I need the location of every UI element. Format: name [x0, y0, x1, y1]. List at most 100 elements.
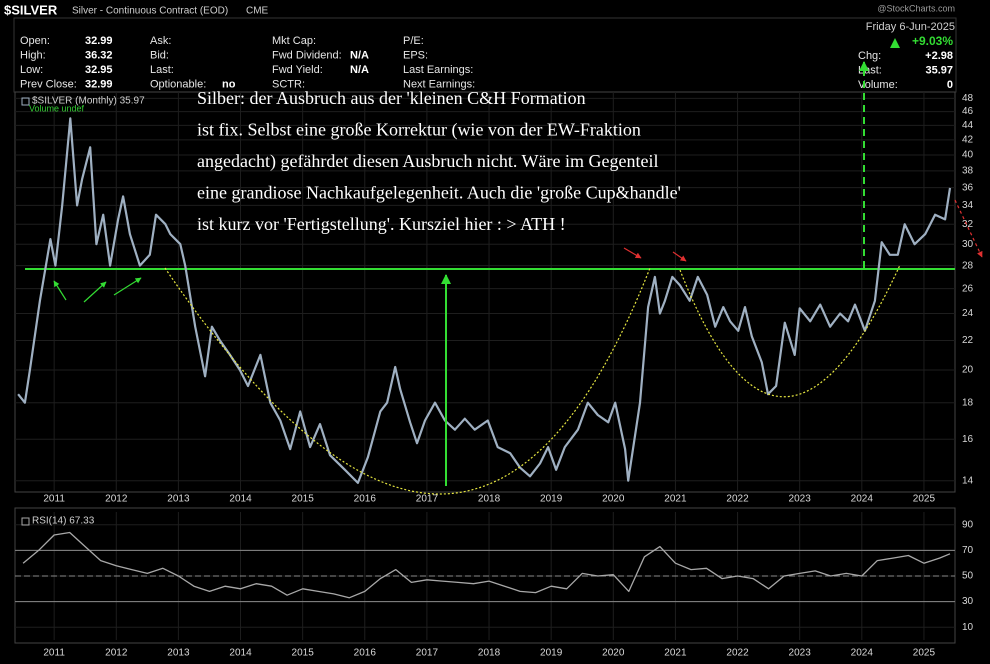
legend-entry: $SILVER (Monthly) 35.97 — [32, 96, 145, 107]
y-tick-label: 46 — [962, 106, 974, 117]
field-value: 36.32 — [85, 50, 113, 62]
field-label: Last Earnings: — [403, 64, 473, 76]
field-label: Open: — [20, 35, 50, 47]
y-tick-label: 30 — [962, 239, 974, 250]
cup-curve — [164, 267, 651, 495]
pointer-arrow — [53, 280, 67, 301]
legend-swatch — [21, 97, 30, 106]
y-tick-label: 16 — [962, 434, 974, 445]
field-value: 32.99 — [85, 79, 113, 91]
x-tick-label: 2014 — [229, 494, 252, 505]
field-value: 32.95 — [85, 64, 113, 76]
legend-swatch — [21, 517, 30, 526]
y-tick-label: 42 — [962, 134, 974, 145]
red-arrow — [672, 251, 687, 262]
x-tick-label: 2019 — [540, 648, 563, 659]
annotation-line: angedacht) gefährdet diesen Ausbruch nic… — [197, 151, 659, 172]
field-label: Low: — [20, 64, 43, 76]
handle-curve — [679, 264, 901, 398]
up-icon — [890, 38, 900, 48]
y-tick-label: 30 — [962, 596, 974, 607]
red-arrow — [954, 199, 983, 258]
date: Friday 6-Jun-2025 — [866, 21, 955, 33]
series-line — [17, 117, 952, 484]
x-tick-label: 2013 — [167, 648, 190, 659]
y-tick-label: 18 — [962, 397, 974, 408]
change-pct: +9.03% — [912, 34, 953, 48]
annotation: Silber: der Ausbruch aus der 'kleinen C&… — [197, 88, 681, 234]
x-tick-label: 2016 — [354, 494, 377, 505]
field-label: Prev Close: — [20, 79, 77, 91]
field-label: EPS: — [403, 50, 428, 62]
annotation-line: ist fix. Selbst eine große Korrektur (wi… — [197, 120, 641, 141]
annotation-line: eine grandiose Nachkaufgelegenheit. Auch… — [197, 183, 681, 203]
x-tick-label: 2012 — [105, 648, 128, 659]
x-tick-label: 2018 — [478, 648, 501, 659]
y-tick-label: 20 — [962, 365, 974, 376]
y-tick-label: 48 — [962, 93, 974, 104]
y-tick-label: 24 — [962, 308, 974, 319]
x-tick-label: 2012 — [105, 494, 128, 505]
price-frame — [14, 91, 956, 493]
x-tick-label: 2017 — [416, 494, 439, 505]
field-label: High: — [20, 50, 46, 62]
x-tick-label: 2019 — [540, 494, 563, 505]
exchange: CME — [246, 6, 269, 17]
y-tick-label: 36 — [962, 182, 974, 193]
watermark: @StockCharts.com — [877, 3, 955, 13]
field-label: Last: — [858, 65, 882, 77]
field-label: Next Earnings: — [403, 79, 475, 91]
red-arrow — [623, 247, 642, 259]
field-value: 0 — [947, 79, 953, 91]
field-value: no — [222, 79, 236, 91]
x-tick-label: 2021 — [664, 648, 687, 659]
field-label: SCTR: — [272, 79, 305, 91]
x-tick-label: 2023 — [789, 494, 812, 505]
field-value: N/A — [350, 50, 369, 62]
y-tick-label: 22 — [962, 335, 974, 346]
x-tick-label: 2022 — [726, 494, 749, 505]
x-tick-label: 2023 — [789, 648, 812, 659]
field-label: Last: — [150, 64, 174, 76]
field-label: P/E: — [403, 35, 424, 47]
x-tick-label: 2024 — [851, 494, 874, 505]
y-tick-label: 50 — [962, 571, 974, 582]
annotation-line: ist kurz vor 'Fertigstellung'. Kursziel … — [197, 214, 566, 234]
field-label: Optionable: — [150, 79, 206, 91]
annotation-line: Silber: der Ausbruch aus der 'kleinen C&… — [197, 88, 586, 108]
x-tick-label: 2021 — [664, 494, 687, 505]
y-tick-label: 10 — [962, 622, 974, 633]
y-tick-label: 26 — [962, 283, 974, 294]
quote-fields: Open: 32.99 High: 36.32 Low: 32.95 Prev Close:… — [20, 35, 953, 91]
x-tick-label: 2025 — [913, 494, 936, 505]
pointer-arrow — [83, 281, 107, 303]
y-tick-label: 38 — [962, 166, 974, 177]
y-tick-label: 40 — [962, 150, 974, 161]
x-tick-label: 2011 — [43, 648, 65, 659]
series-line — [22, 531, 951, 599]
field-value: 32.99 — [85, 35, 113, 47]
x-tick-label: 2022 — [726, 648, 749, 659]
rsi-panel: 2011 2012 2013 2014 2015 2016 2017 2018 2019 2020… — [15, 512, 974, 659]
x-tick-label: 2018 — [478, 494, 501, 505]
x-tick-label: 2024 — [851, 648, 874, 659]
field-value: N/A — [350, 64, 369, 76]
field-label: Chg: — [858, 50, 881, 62]
field-value: +2.98 — [925, 50, 953, 62]
y-tick-label: 34 — [962, 200, 974, 211]
legend-entry: RSI(14) 67.33 — [32, 516, 95, 527]
legend-entry: Volume undef — [29, 103, 85, 113]
x-tick-label: 2017 — [416, 648, 439, 659]
field-label: Fwd Dividend: — [272, 50, 342, 62]
x-tick-label: 2025 — [913, 648, 936, 659]
x-tick-label: 2020 — [602, 494, 625, 505]
field-value: 35.97 — [925, 65, 953, 77]
field-label: Mkt Cap: — [272, 35, 316, 47]
x-tick-label: 2015 — [292, 494, 315, 505]
y-tick-label: 90 — [962, 519, 974, 530]
y-tick-label: 44 — [962, 120, 974, 131]
x-tick-label: 2011 — [43, 494, 65, 505]
field-label: Fwd Yield: — [272, 64, 323, 76]
